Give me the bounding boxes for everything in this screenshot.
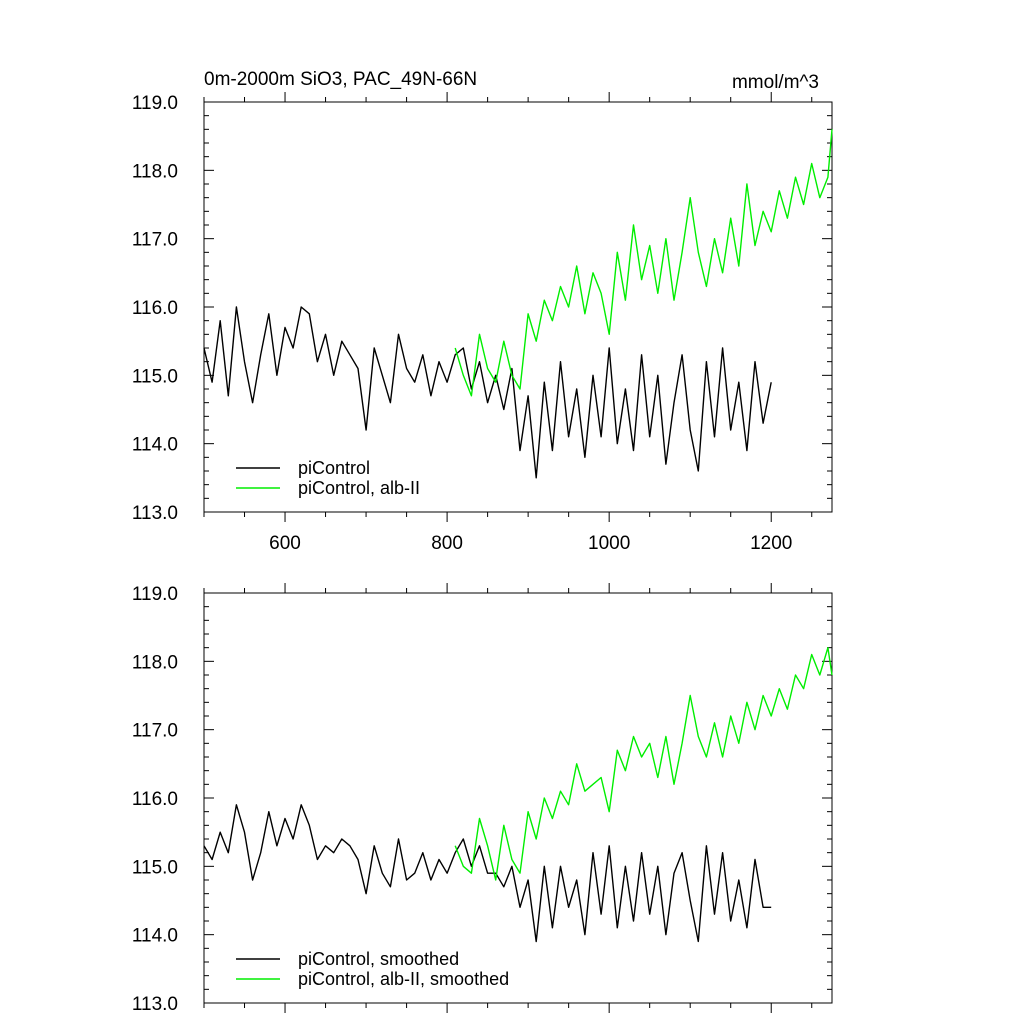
y-tick-label: 117.0 bbox=[132, 230, 178, 251]
x-tick-label: 1200 bbox=[750, 533, 792, 554]
y-tick-label: 117.0 bbox=[132, 721, 178, 742]
y-tick-label: 113.0 bbox=[132, 503, 178, 524]
y-tick-label: 113.0 bbox=[132, 994, 178, 1015]
y-tick-label: 119.0 bbox=[132, 584, 178, 605]
series-line-picontrol bbox=[203, 306, 772, 479]
units-label: mmol/m^3 bbox=[732, 72, 819, 93]
legend-label: piControl, alb-II bbox=[298, 478, 420, 498]
x-tick-label: 600 bbox=[269, 533, 301, 554]
y-tick-label: 114.0 bbox=[132, 926, 178, 947]
y-tick-label: 119.0 bbox=[132, 93, 178, 114]
legend-label: piControl, alb-II, smoothed bbox=[298, 969, 509, 989]
y-tick-label: 118.0 bbox=[132, 652, 178, 673]
panel-top: 113.0 114.0 115.0 116.0 117.0 118.0 119.0 600 80… bbox=[132, 92, 833, 554]
y-tick-label: 116.0 bbox=[132, 789, 178, 810]
x-tick-label: 1000 bbox=[588, 533, 630, 554]
y-tick-label: 115.0 bbox=[132, 857, 178, 878]
x-tick-label: 800 bbox=[431, 533, 463, 554]
y-tick-label: 116.0 bbox=[132, 298, 178, 319]
panel-bottom: 113.0 114.0 115.0 116.0 117.0 118.0 119.0 piCon… bbox=[132, 583, 833, 1015]
legend-label: piControl, smoothed bbox=[298, 949, 459, 969]
y-tick-label: 114.0 bbox=[132, 435, 178, 456]
y-tick-label: 118.0 bbox=[132, 161, 178, 182]
plot-frame-bottom bbox=[203, 592, 833, 1004]
figure-title: 0m-2000m SiO3, PAC_49N-66N bbox=[204, 69, 477, 90]
plot-frame-top bbox=[203, 101, 833, 513]
series-line-picontrol bbox=[203, 804, 772, 943]
legend-label: piControl bbox=[298, 458, 370, 478]
series-line-alb-ii bbox=[454, 647, 833, 881]
series-line-alb-ii bbox=[454, 129, 833, 397]
y-tick-label: 115.0 bbox=[132, 366, 178, 387]
